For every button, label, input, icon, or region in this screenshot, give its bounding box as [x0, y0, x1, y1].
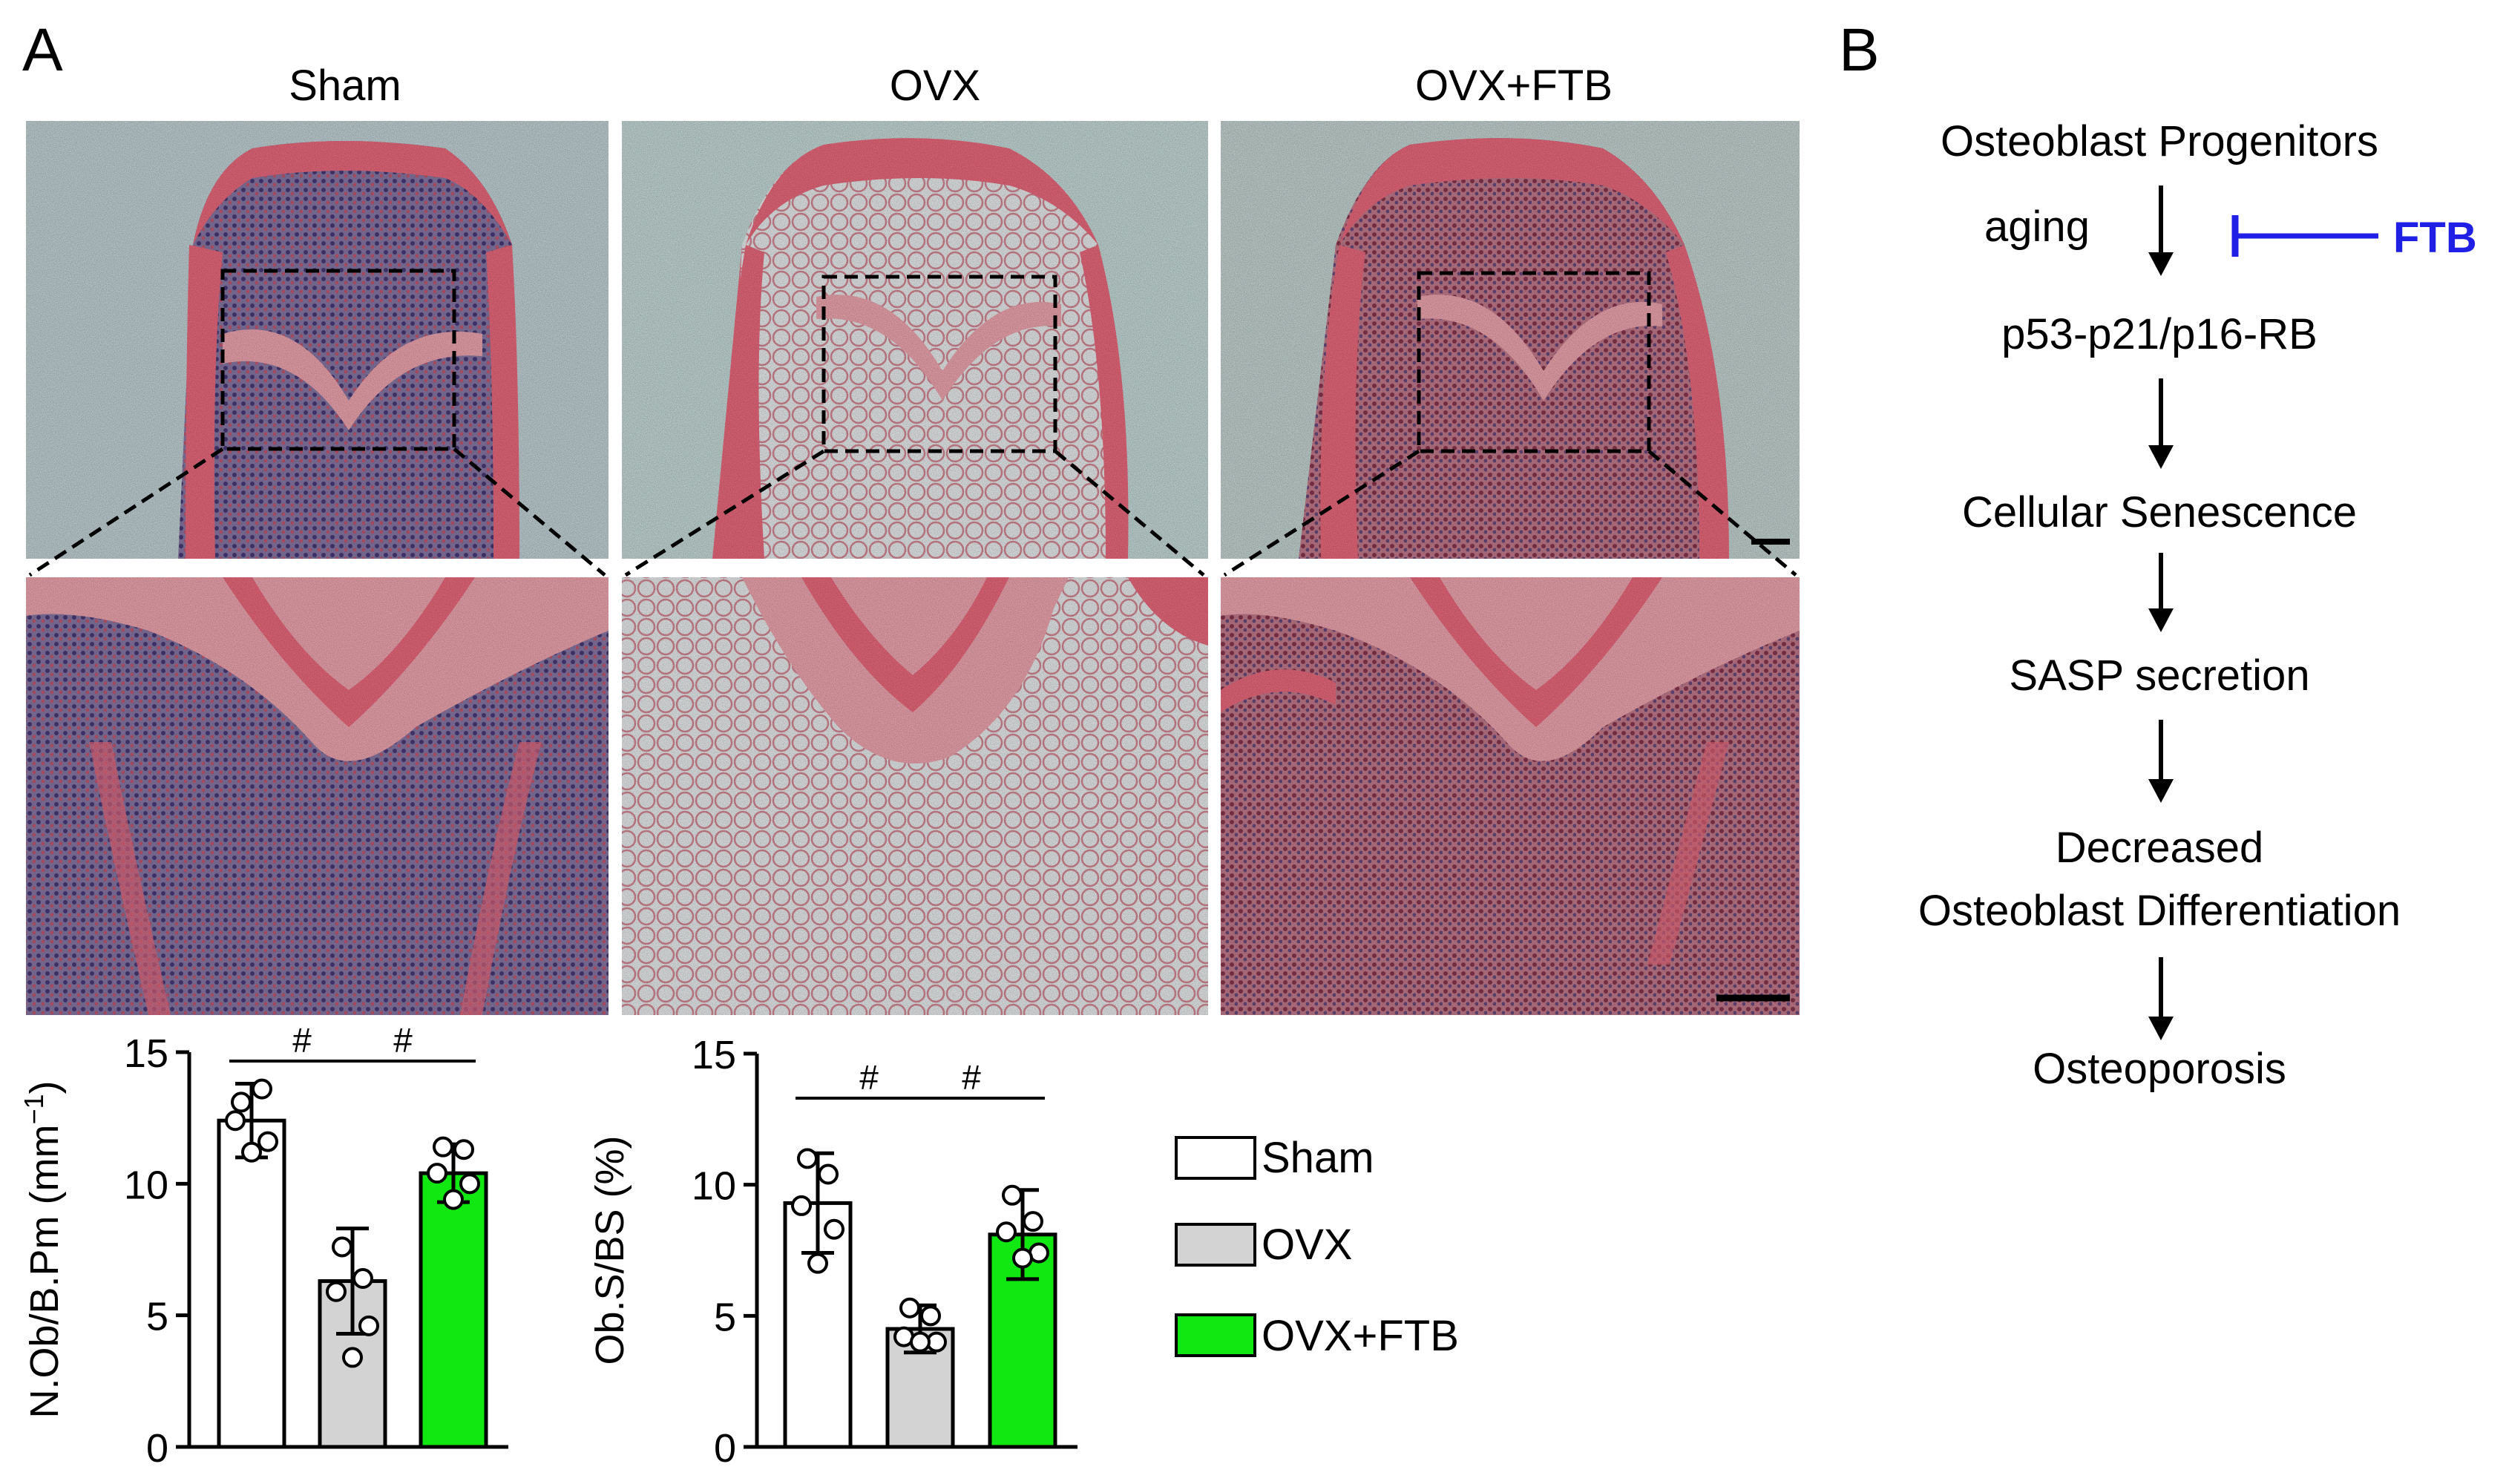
pathway-step-sasp-secretion: SASP secretion [2009, 651, 2309, 700]
pathway-step-decreased: Decreased [2056, 824, 2263, 872]
pathway-step-osteoblast-progenitors: Osteoblast Progenitors [1941, 117, 2378, 165]
data-point [818, 1163, 839, 1185]
data-point [453, 1139, 474, 1160]
y-tick-label: 15 [124, 1031, 168, 1076]
ftb-inhibition: FTB [2231, 214, 2477, 262]
data-point [807, 1252, 828, 1274]
data-point [358, 1315, 379, 1336]
legend-swatch-ovx [1175, 1223, 1256, 1267]
data-point [332, 1236, 352, 1258]
chart-n-ob-bpm: 0 5 10 15 N.Ob/B.Pm (mm−1) # # [19, 1021, 508, 1471]
data-point [225, 1110, 246, 1132]
pathway-step-osteoblast-differentiation: Osteoblast Differentiation [1918, 887, 2401, 935]
ftb-inhibitor-label: FTB [2393, 214, 2477, 262]
data-point [252, 1078, 272, 1100]
significance-mark: # [292, 1021, 312, 1060]
significance-mark: # [962, 1058, 981, 1097]
data-point [920, 1305, 941, 1327]
legend-swatch-ovx-ftb [1175, 1313, 1256, 1357]
zoom-connectors [28, 447, 1797, 577]
bar-sham [217, 1118, 286, 1449]
y-tick-label: 0 [146, 1426, 168, 1471]
y-tick-label: 0 [714, 1426, 736, 1471]
data-point [231, 1091, 252, 1113]
bar-ovx-ftb [419, 1171, 488, 1449]
data-point [427, 1163, 447, 1184]
y-axis-label: N.Ob/B.Pm (mm−1) [19, 1080, 68, 1418]
legend-label-ovx: OVX [1262, 1221, 1353, 1269]
ovx-ftb-overview-micrograph [1221, 121, 1800, 559]
ovx-ftb-zoom-micrograph [1221, 577, 1800, 1015]
data-point [352, 1268, 373, 1290]
data-point [1012, 1247, 1033, 1269]
pathway-aging-label: aging [1984, 203, 2090, 251]
data-point [791, 1195, 812, 1216]
legend-label-sham: Sham [1262, 1134, 1374, 1182]
y-tick-label: 10 [124, 1163, 168, 1207]
ovx-zoom-micrograph [622, 577, 1208, 1015]
sham-zoom-box [220, 269, 456, 451]
legend-label-ovx-ftb: OVX+FTB [1262, 1312, 1459, 1360]
data-point [433, 1136, 453, 1158]
y-tick-label: 5 [714, 1295, 736, 1339]
data-point [824, 1218, 844, 1240]
legend-swatch-sham [1175, 1136, 1256, 1180]
sham-zoom-micrograph [26, 577, 609, 1015]
pathway-arrows [2148, 186, 2174, 1040]
condition-title-sham: Sham [289, 62, 401, 110]
pathway-diagram: Osteoblast Progenitors aging p53-p21/p16… [1918, 117, 2477, 1093]
panel-b-letter: B [1839, 16, 1880, 84]
y-tick-label: 10 [692, 1164, 736, 1209]
pathway-step-cellular-senescence: Cellular Senescence [1962, 488, 2357, 536]
y-axis-label: Ob.S/BS (%) [588, 1135, 632, 1365]
legend: Sham OVX OVX+FTB [1175, 1134, 1459, 1360]
pathway-step-p53-p21: p53-p21/p16-RB [2001, 310, 2318, 358]
panel-a-letter: A [22, 16, 63, 84]
significance-mark: # [859, 1058, 879, 1097]
data-point [443, 1189, 464, 1210]
sham-overview-micrograph [26, 121, 609, 559]
data-point [797, 1148, 818, 1169]
y-axis-label-close: ) [22, 1080, 67, 1094]
data-point [910, 1331, 931, 1353]
ovx-zoom-box [821, 275, 1057, 453]
data-point [459, 1173, 480, 1195]
ovx-overview-micrograph [622, 121, 1208, 559]
ovx-ftb-zoom-box [1417, 271, 1651, 453]
y-tick-label: 15 [692, 1033, 736, 1077]
condition-title-ovx: OVX [890, 62, 981, 110]
y-axis-label-superscript: −1 [19, 1094, 49, 1124]
data-point [258, 1131, 278, 1152]
data-point [899, 1297, 920, 1319]
chart-ob-s-bs: 0 5 10 15 Ob.S/BS (%) # # [588, 1033, 1077, 1471]
data-point [1023, 1211, 1043, 1232]
data-point [996, 1221, 1017, 1243]
pathway-step-osteoporosis: Osteoporosis [2033, 1045, 2286, 1093]
data-point [342, 1347, 363, 1368]
condition-title-ovx-ftb: OVX+FTB [1415, 62, 1613, 110]
data-point [1002, 1184, 1023, 1206]
data-point [326, 1281, 347, 1302]
y-tick-label: 5 [146, 1295, 168, 1339]
data-point [241, 1141, 262, 1163]
significance-mark: # [393, 1021, 413, 1060]
